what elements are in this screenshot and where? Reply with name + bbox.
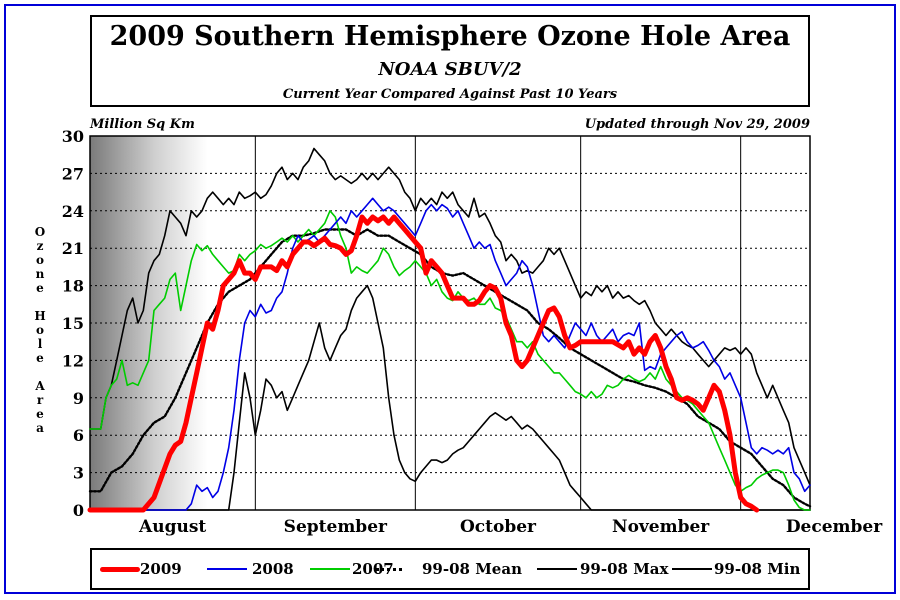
legend-label: 99-08 Min (714, 560, 801, 578)
legend-label: 99-08 Mean (422, 560, 522, 578)
y-axis-label-char: l (37, 337, 43, 351)
chart-subsubtitle: Current Year Compared Against Past 10 Ye… (282, 87, 618, 102)
y-tick-label: 21 (62, 239, 84, 258)
x-month-label: August (138, 517, 206, 537)
y-axis-label-char: o (35, 253, 44, 267)
y-tick-label: 24 (62, 202, 84, 221)
legend-swatch (376, 568, 402, 571)
y-axis-label-char: e (36, 281, 44, 295)
y-axis-label-char: e (36, 407, 44, 421)
y-tick-label: 30 (62, 127, 84, 146)
chart-title: 2009 Southern Hemisphere Ozone Hole Area (109, 21, 791, 52)
y-tick-label: 18 (62, 277, 84, 296)
x-month-label: December (786, 517, 883, 537)
y-axis-label-char: H (34, 309, 46, 323)
outer-frame (4, 4, 896, 594)
series-line-99-08-max (89, 147, 811, 486)
series-line-2009 (87, 214, 760, 513)
legend-label: 2008 (252, 560, 294, 578)
x-month-label: October (460, 517, 537, 537)
units-label: Million Sq Km (90, 117, 195, 132)
legend-label: 2009 (140, 560, 182, 578)
legend-swatch (207, 568, 247, 570)
plot-frame (89, 135, 811, 511)
y-axis-label-char: r (36, 393, 44, 407)
y-axis-label-char: A (35, 379, 45, 393)
legend-label: 2007 (352, 560, 394, 578)
series-line-99-08-min (89, 284, 811, 511)
series-line-99-08-mean (88, 228, 812, 508)
updated-label: Updated through Nov 29, 2009 (584, 117, 810, 132)
legend: 2009 2008 2007 99-08 Mean 99-08 Max 99-08 Min (90, 548, 810, 590)
x-month-label: September (284, 517, 388, 537)
y-axis-label-char: O (34, 225, 46, 239)
legend-label: 99-08 Max (580, 560, 669, 578)
chart-subtitle: NOAA SBUV/2 (378, 59, 522, 80)
y-tick-label: 3 (73, 464, 84, 483)
y-tick-label: 15 (62, 314, 84, 333)
y-tick-label: 9 (73, 389, 84, 408)
y-tick-label: 12 (62, 351, 84, 370)
y-axis-label-char: z (36, 239, 44, 253)
y-axis-label-char: o (35, 323, 44, 337)
series-line-2008 (89, 197, 811, 511)
y-tick-label: 0 (73, 501, 84, 520)
shaded-region (90, 136, 208, 510)
legend-swatch (672, 568, 712, 570)
y-axis-label-char: a (36, 421, 44, 435)
y-tick-label: 27 (62, 164, 84, 183)
legend-swatch (537, 568, 577, 570)
x-month-label: November (612, 517, 710, 537)
y-axis-label-char: e (36, 351, 44, 365)
title-box: 2009 Southern Hemisphere Ozone Hole Area… (90, 15, 810, 107)
y-axis-label-char: n (35, 267, 45, 281)
y-tick-label: 6 (73, 426, 84, 445)
legend-swatch (100, 567, 140, 572)
legend-swatch (310, 568, 350, 570)
